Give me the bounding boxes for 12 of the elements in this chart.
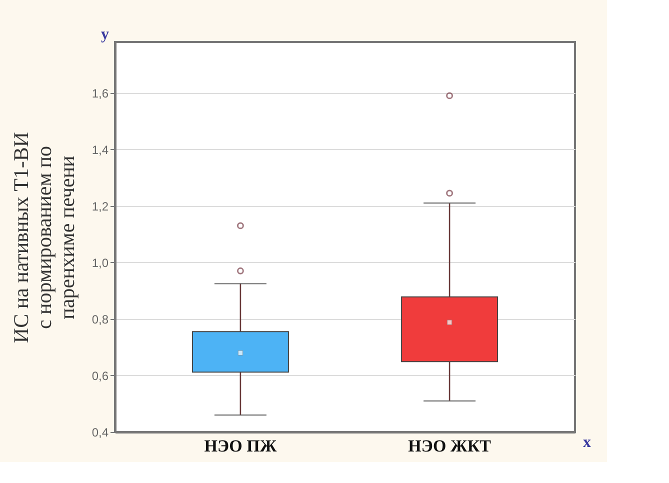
y-tick-label: 1,0: [92, 256, 109, 270]
y-axis-title: ИС на нативных Т1-ВИ с нормированием по паренхиме печени: [8, 132, 79, 344]
y-tick-label: 1,2: [92, 199, 109, 214]
y-tick-label: 1,6: [92, 86, 109, 100]
y-tick-label: 0,4: [92, 426, 109, 440]
text: y: [101, 26, 109, 43]
y-tick-label: 0,8: [92, 312, 109, 326]
y-tick-label: 0,6: [92, 368, 109, 383]
text: x: [583, 434, 591, 451]
x-tick-label: НЭО ПЖ: [204, 436, 277, 456]
x-tick-label: НЭО ЖКТ: [408, 436, 492, 456]
y-tick-label: 1,4: [92, 142, 109, 157]
